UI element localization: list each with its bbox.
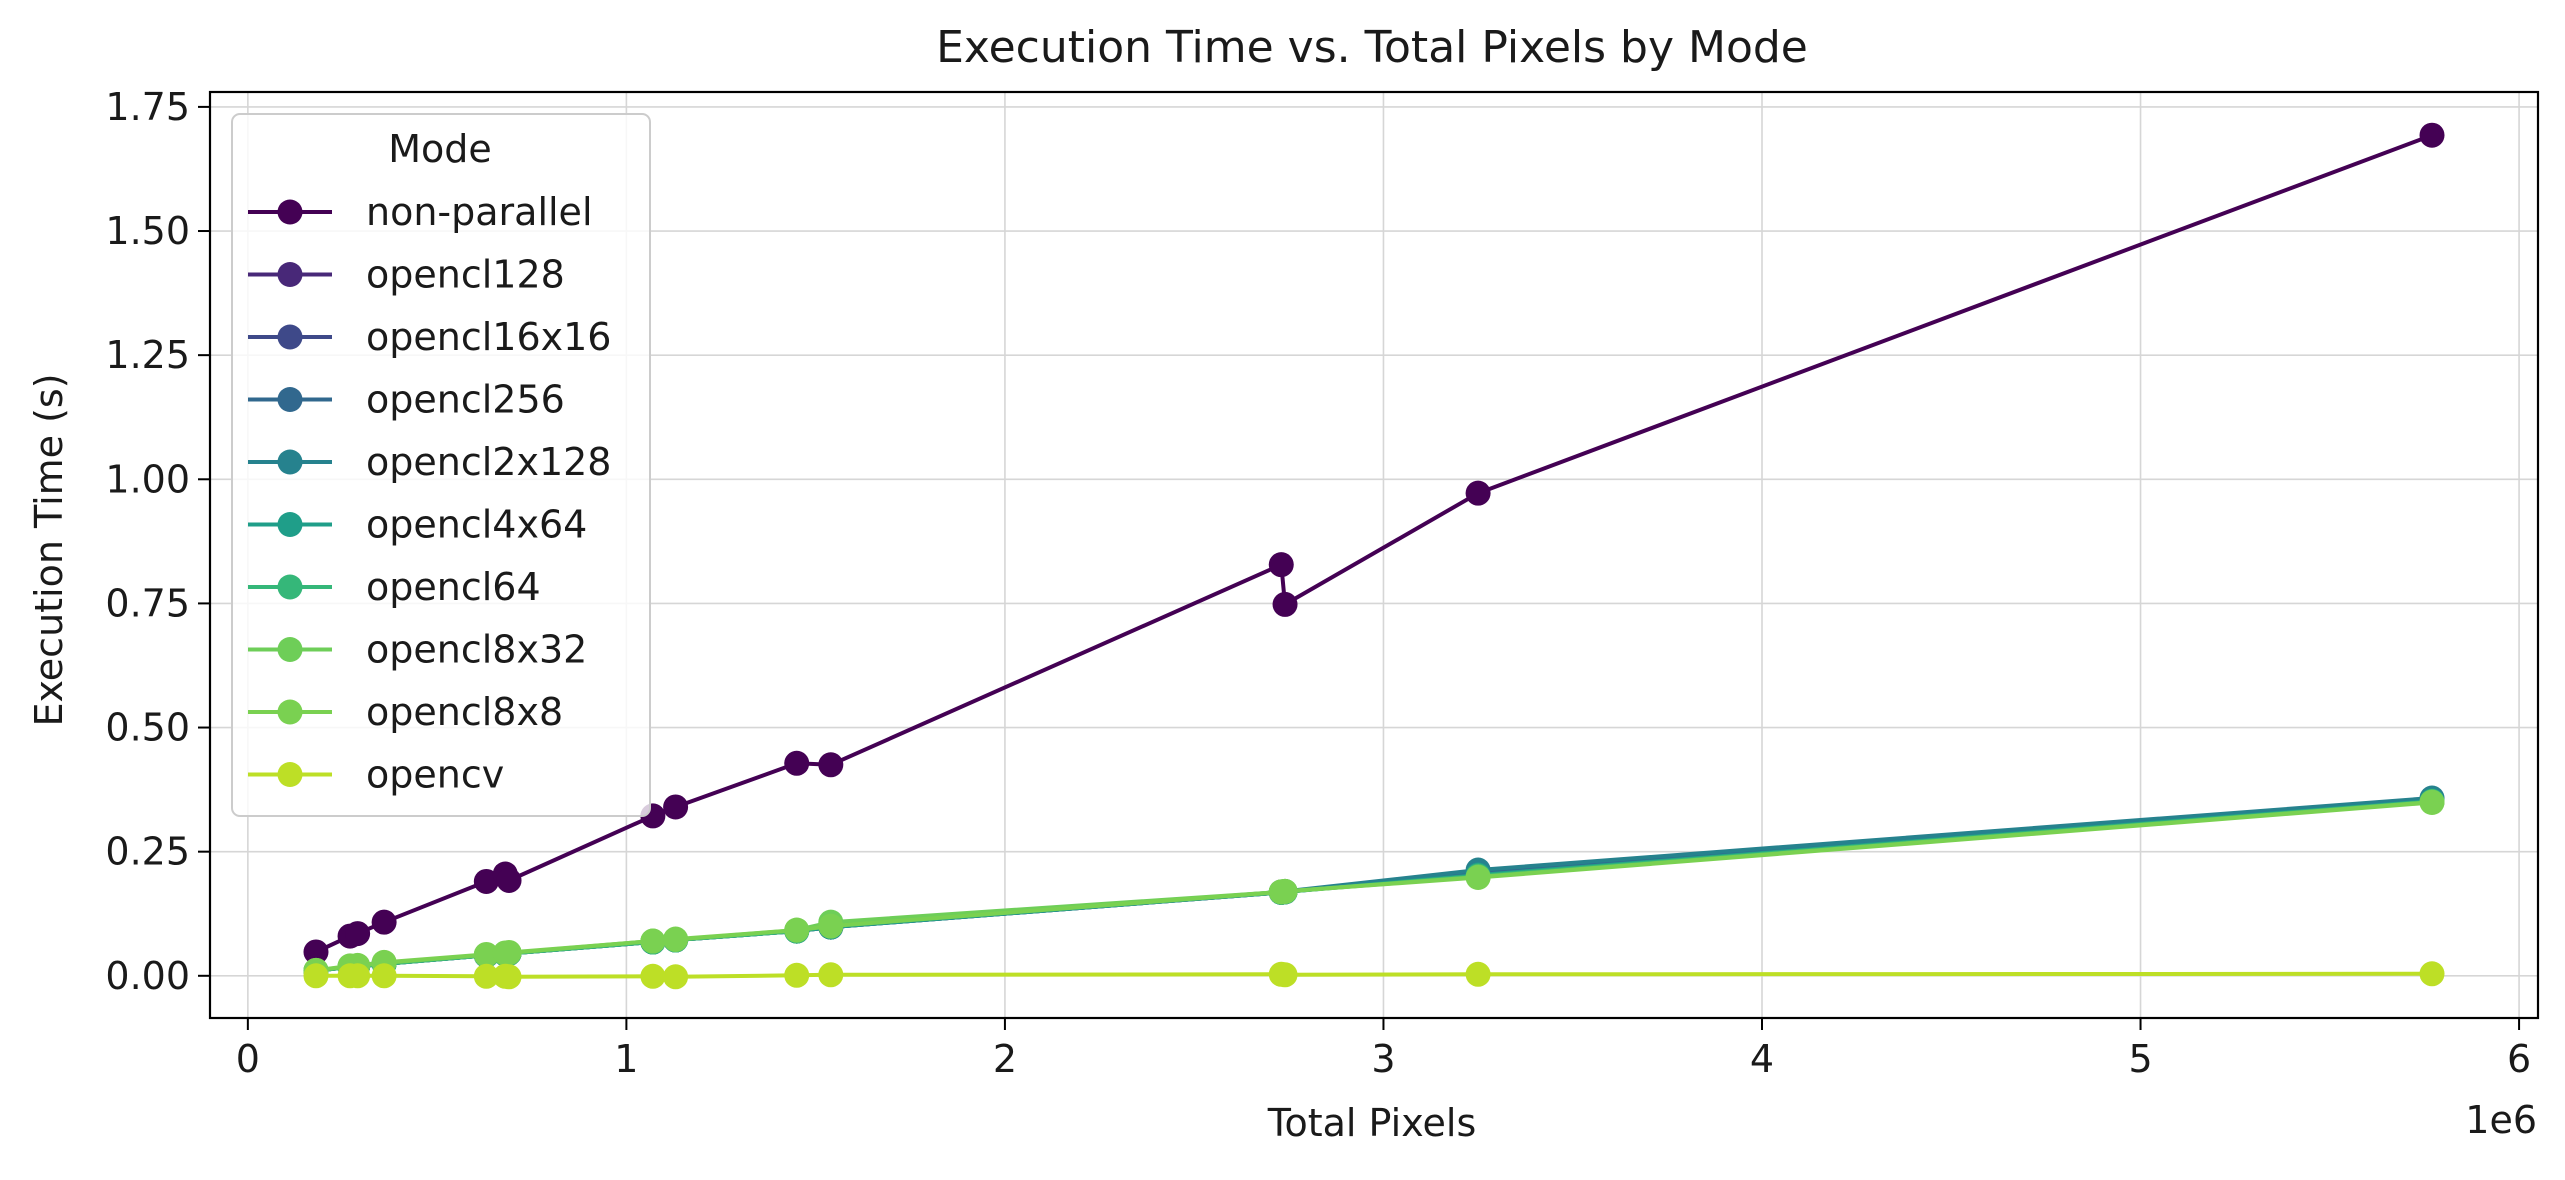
legend-item-opencv: opencv [248,753,504,797]
legend-marker [277,699,303,725]
y-tick-label: 1.00 [105,457,190,501]
data-point-opencv [473,963,499,989]
x-tick-label: 2 [993,1037,1017,1081]
legend-item-opencl16x16: opencl16x16 [248,315,611,359]
data-point-opencv [303,963,329,989]
legend-marker [277,449,303,475]
legend-label: opencv [366,753,504,797]
data-point-opencl8x8 [2419,790,2445,816]
data-point-opencv [496,964,522,990]
legend-marker [277,637,303,662]
data-point-non-parallel [663,794,689,820]
data-point-opencv [818,962,844,988]
series-group [303,122,2445,990]
x-tick-label: 4 [1750,1037,1774,1081]
legend-item-non-parallel: non-parallel [248,190,593,234]
series-opencl8x8 [303,790,2445,983]
x-tick-label: 5 [2128,1037,2152,1081]
x-axis-offset-label: 1e6 [2465,1098,2537,1142]
data-point-opencl8x8 [1465,864,1491,890]
legend-label: opencl128 [366,253,565,297]
data-point-non-parallel [1465,480,1491,506]
legend-item-opencl128: opencl128 [248,253,565,297]
legend-label: opencl8x32 [366,628,587,672]
y-axis-label: Execution Time (s) [27,373,71,726]
series-opencv [303,961,2445,990]
data-point-opencl8x8 [496,939,522,965]
plot-frame [208,90,2540,1020]
y-tick-label: 1.75 [105,85,190,129]
y-tick-label: 0.25 [105,830,190,874]
x-tick-label: 6 [2507,1037,2531,1081]
legend-label: opencl8x8 [366,690,563,734]
data-point-non-parallel [1272,591,1298,617]
legend-marker [277,324,303,350]
data-point-opencv [371,963,397,989]
data-point-non-parallel [345,921,371,947]
axes: 0 1 2 3 4 5 6 0.00 0.25 0.50 0.75 1.00 1.25 1.50 1.75 [105,85,2531,1081]
legend-item-opencl256: opencl256 [248,378,565,422]
data-point-non-parallel [303,939,329,965]
data-point-non-parallel [784,750,810,776]
legend-title: Mode [388,127,492,171]
data-point-opencv [784,962,810,988]
data-point-non-parallel [818,752,844,778]
data-point-opencl8x8 [1272,878,1298,904]
data-point-opencl8x8 [473,941,499,967]
data-point-opencv [1272,962,1298,988]
legend-box [231,113,651,817]
y-tick-label: 0.50 [105,706,190,750]
legend-label: opencl4x64 [366,503,587,547]
legend-label: opencl16x16 [366,315,611,359]
legend-label: opencl64 [366,565,541,609]
y-tick-label: 1.50 [105,209,190,253]
legend-label: opencl2x128 [366,440,611,484]
legend-marker [277,512,303,537]
data-point-opencl8x8 [784,917,810,943]
chart-title: Execution Time vs. Total Pixels by Mode [936,22,1808,73]
x-tick-label: 1 [614,1037,638,1081]
data-point-opencv [2419,961,2445,987]
data-point-opencv [640,963,666,989]
legend-label: opencl256 [366,378,565,422]
legend-item-opencl4x64: opencl4x64 [248,503,587,547]
data-point-non-parallel [2419,122,2445,148]
legend-item-opencl8x8: opencl8x8 [248,690,563,734]
series-non-parallel [303,122,2445,965]
y-tick-label: 1.25 [105,333,190,377]
y-tick-label: 0.00 [105,954,190,998]
data-point-opencl8x8 [663,926,689,952]
data-point-non-parallel [371,909,397,935]
legend-marker [277,762,303,787]
data-point-non-parallel [473,868,499,894]
data-point-opencl8x8 [640,928,666,954]
data-point-opencv [663,964,689,990]
x-tick-label: 0 [236,1037,260,1081]
legend-item-opencl64: opencl64 [248,565,541,609]
legend-item-opencl2x128: opencl2x128 [248,440,611,484]
data-point-non-parallel [1268,552,1294,578]
x-tick-label: 3 [1371,1037,1395,1081]
x-axis-label: Total Pixels [1267,1101,1477,1145]
legend-label: non-parallel [366,190,593,234]
legend: Mode non-parallel opencl128 opencl16x16 open… [231,113,651,817]
legend-item-opencl8x32: opencl8x32 [248,628,587,672]
legend-marker [277,387,303,412]
data-point-opencv [345,963,371,989]
legend-marker [277,199,303,225]
data-point-opencv [1465,961,1491,987]
data-point-opencl8x8 [818,913,844,939]
y-tick-label: 0.75 [105,581,190,625]
legend-marker [277,574,303,600]
data-point-non-parallel [496,867,522,893]
legend-marker [277,262,303,287]
